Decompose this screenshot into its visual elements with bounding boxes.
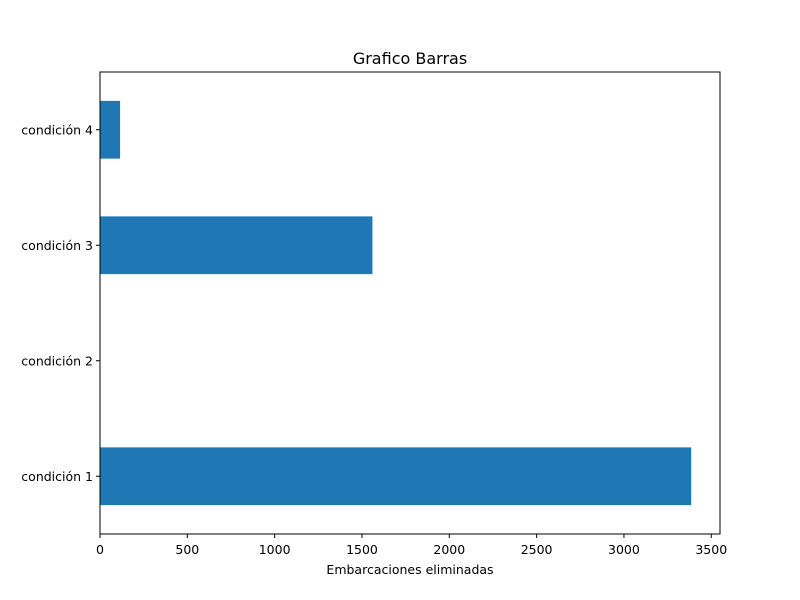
y-axis-ticks: condición 1 condición 2 condición 3 condici… xyxy=(21,122,100,484)
bar-3 xyxy=(100,216,373,275)
chart-title: Grafico Barras xyxy=(353,49,467,68)
plot-frame xyxy=(99,71,721,535)
y-tick-label: condición 2 xyxy=(21,353,93,368)
x-tick-label: 1000 xyxy=(259,542,291,557)
x-tick-label: 0 xyxy=(96,542,104,557)
x-axis-label: Embarcaciones eliminadas xyxy=(326,562,493,577)
y-tick-label: condición 1 xyxy=(21,469,93,484)
bars-group xyxy=(100,100,692,506)
x-tick-label: 2000 xyxy=(433,542,465,557)
x-tick-label: 1500 xyxy=(346,542,378,557)
x-tick-label: 3500 xyxy=(695,542,727,557)
x-tick-label: 500 xyxy=(175,542,199,557)
y-tick-label: condición 3 xyxy=(21,238,93,253)
x-axis-ticks: 0 500 1000 1500 2000 2500 3000 3500 xyxy=(96,534,727,557)
y-tick-label: condición 4 xyxy=(21,122,93,137)
x-tick-label: 2500 xyxy=(521,542,553,557)
x-tick-label: 3000 xyxy=(608,542,640,557)
bar-4 xyxy=(100,100,121,159)
bar-1 xyxy=(100,447,692,506)
